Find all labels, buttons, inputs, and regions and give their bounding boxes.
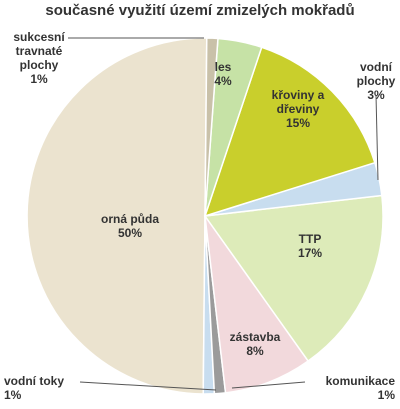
slice-label: vodní toky 1% xyxy=(4,374,84,402)
value-label: 50% xyxy=(117,226,143,240)
slice-label: vodní plochy 3% xyxy=(352,60,400,102)
pie-slice xyxy=(203,194,384,363)
slice-label: sukcesní travnaté plochy 1% xyxy=(6,30,72,86)
category-label: vodní toky xyxy=(4,374,65,388)
chart-title: současné využití území zmizelých mokřadů xyxy=(45,2,355,19)
value-label: 4% xyxy=(214,74,232,88)
value-label: 1% xyxy=(377,388,395,402)
value-label: 17% xyxy=(297,246,323,260)
leader-lines xyxy=(68,37,379,391)
slice-label: les 4% xyxy=(205,60,241,88)
slice-label: křoviny a dřeviny 15% xyxy=(258,88,338,130)
category-label: zástavba xyxy=(229,330,281,344)
category-label: les xyxy=(214,60,232,74)
category-label: orná půda xyxy=(100,212,159,226)
value-label: 8% xyxy=(246,344,264,358)
slice-label: zástavba 8% xyxy=(215,330,295,358)
category-label: TTP xyxy=(298,232,322,246)
category-label: křoviny a dřeviny xyxy=(271,88,325,116)
pie-slice xyxy=(203,46,376,218)
pie-slice xyxy=(204,37,219,217)
slice-label: orná půda 50% xyxy=(90,212,170,240)
slice-label: TTP 17% xyxy=(270,232,350,260)
category-label: sukcesní travnaté plochy xyxy=(13,30,65,72)
leader-line xyxy=(375,94,379,181)
category-label: vodní plochy xyxy=(356,60,396,88)
pie-slice xyxy=(204,215,310,394)
value-label: 3% xyxy=(367,88,385,102)
value-label: 15% xyxy=(285,116,311,130)
leader-line xyxy=(231,381,306,389)
value-label: 1% xyxy=(4,388,22,402)
value-label: 1% xyxy=(30,72,48,86)
category-label: komunikace xyxy=(325,374,395,388)
pie-slice xyxy=(26,37,208,395)
leader-line xyxy=(79,381,217,391)
slice-label: komunikace 1% xyxy=(305,374,395,402)
